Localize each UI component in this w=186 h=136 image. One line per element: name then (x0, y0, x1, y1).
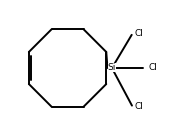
Text: Cl: Cl (135, 29, 144, 38)
Text: Cl: Cl (148, 64, 157, 72)
Text: Cl: Cl (135, 102, 144, 111)
Text: Si: Si (108, 64, 116, 72)
